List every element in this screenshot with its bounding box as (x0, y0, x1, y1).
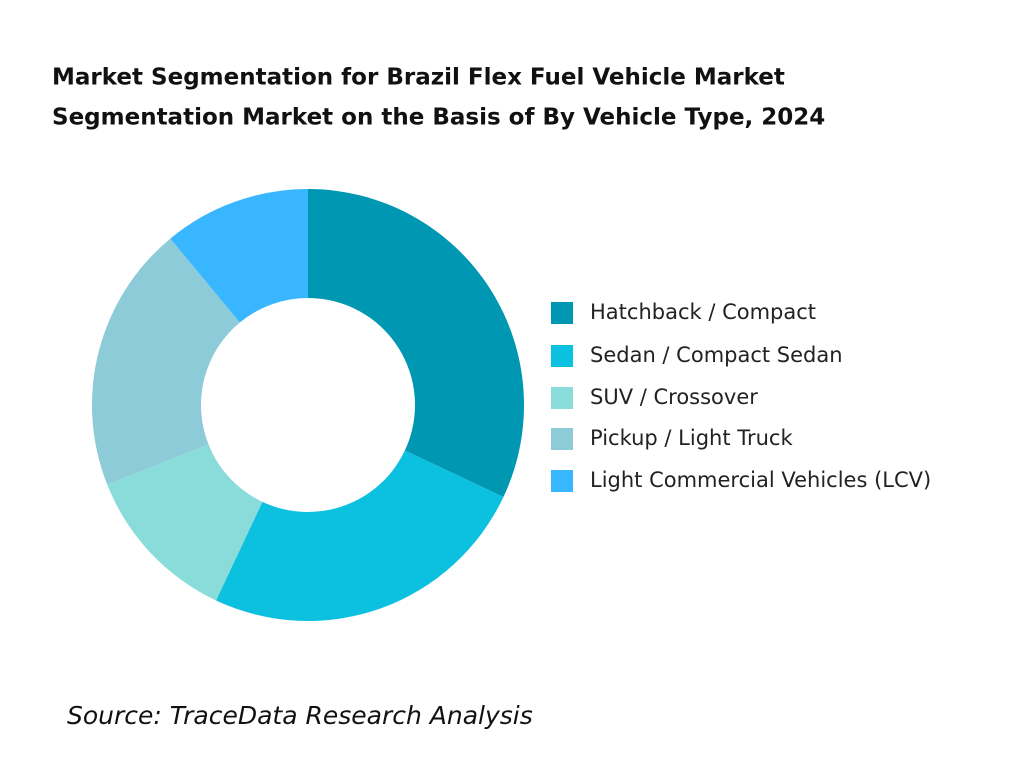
donut-slice (308, 189, 524, 497)
legend-swatch (551, 302, 573, 324)
source: Source: TraceData Research Analysis (67, 701, 533, 730)
donut-slice (170, 189, 308, 323)
chart-title: Market Segmentation for Brazil Flex Fuel… (52, 65, 785, 91)
legend-label: Pickup / Light Truck (590, 426, 793, 450)
legend-label: SUV / Crossover (590, 385, 758, 409)
legend-label: Sedan / Compact Sedan (590, 343, 843, 367)
legend-swatch (551, 387, 573, 409)
legend-label: Light Commercial Vehicles (LCV) (590, 468, 931, 492)
donut-slice (216, 450, 504, 621)
chart-title: Segmentation Market on the Basis of By V… (52, 105, 825, 131)
legend-swatch (551, 428, 573, 450)
donut-slice (92, 238, 240, 485)
legend-swatch (551, 345, 573, 367)
donut-slice (107, 444, 263, 601)
legend-label: Hatchback / Compact (590, 300, 816, 324)
legend-swatch (551, 470, 573, 492)
